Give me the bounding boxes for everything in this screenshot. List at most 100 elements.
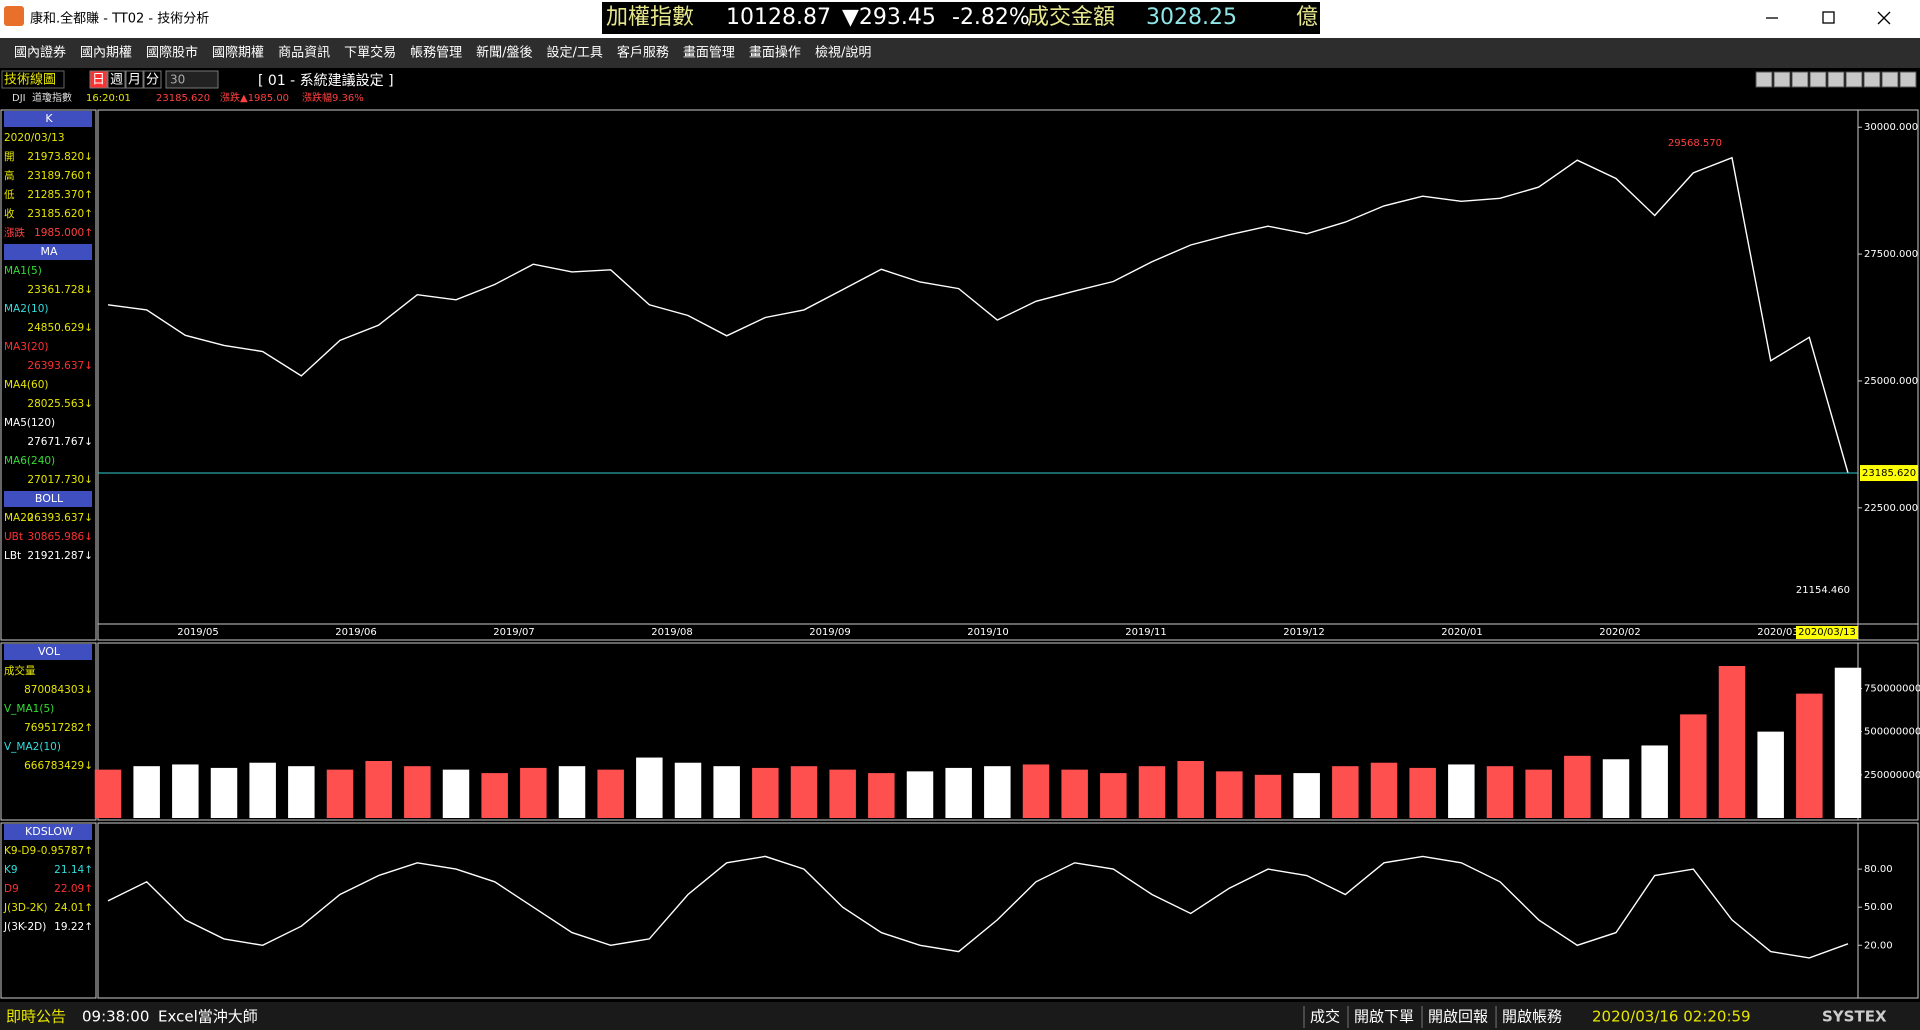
menu-item[interactable]: 國際期權 — [212, 46, 264, 61]
menu-item[interactable]: 商品資訊 — [278, 46, 330, 61]
status-button[interactable]: 開啟帳務 — [1502, 1008, 1562, 1026]
period-box[interactable] — [143, 70, 162, 89]
menu-item[interactable]: 國際股市 — [146, 45, 198, 61]
legend-label: MA5(120) — [4, 417, 55, 429]
legend-label: 低 — [4, 188, 15, 201]
ticker-unit: 億 — [1296, 5, 1318, 30]
quote-price: 23185.620 — [156, 93, 210, 104]
volume-bar — [1100, 773, 1127, 818]
period-box[interactable] — [125, 70, 144, 89]
setting[interactable]: [ 01 - 系統建議設定 ] — [258, 72, 394, 89]
status-notice[interactable]: 即時公告 — [6, 1008, 66, 1026]
y-tick-label: 80.00 — [1864, 864, 1893, 875]
menu-item[interactable]: 國內證券 — [14, 45, 66, 61]
close-button[interactable] — [1877, 11, 1891, 25]
x-tick-label: 2019/08 — [651, 627, 693, 638]
status-button[interactable]: 成交 — [1310, 1008, 1340, 1026]
legend-value: 26393.637↓ — [27, 512, 93, 524]
volume-bar — [868, 773, 895, 818]
chart-tools[interactable] — [1755, 71, 1917, 88]
menu-item[interactable]: 新聞/盤後 — [476, 45, 532, 61]
legend-label: J(3K-2D) — [3, 921, 46, 933]
period-box[interactable] — [89, 70, 108, 89]
period[interactable]: 分 — [146, 73, 159, 88]
left-panel — [0, 642, 97, 821]
high-label: 29568.570 — [1668, 138, 1722, 149]
volume-bar — [326, 769, 354, 818]
x-tick-label: 2019/10 — [967, 627, 1009, 638]
status-clock: 2020/03/16 02:20:59 — [1592, 1008, 1751, 1026]
count-box[interactable] — [165, 70, 219, 89]
menu-item[interactable]: 帳務管理 — [410, 46, 462, 61]
volume-bar — [636, 757, 663, 818]
volume-bar — [1525, 769, 1552, 818]
legend-label: MA1(5) — [4, 265, 42, 277]
y-tick-label: 750000000 — [1864, 683, 1920, 694]
toolbar — [0, 68, 1920, 110]
quote-change: 漲跌▲1985.00 — [220, 91, 289, 104]
legend-label: MA2(10) — [4, 303, 48, 315]
y-tick-label: 500000000 — [1864, 727, 1920, 738]
x-tick-label: 2020/02 — [1599, 627, 1641, 638]
section-header — [4, 644, 92, 660]
legend-label: V_MA2(10) — [4, 741, 61, 753]
volume-bar — [674, 762, 702, 818]
menu-bar — [0, 38, 1920, 68]
volume-bar — [597, 769, 624, 818]
period[interactable]: 日 — [92, 73, 105, 88]
ticker-value: 10128.87 — [726, 5, 831, 30]
status-button[interactable]: 開啟下單 — [1354, 1008, 1414, 1026]
quote-symbol: DJI — [12, 93, 26, 104]
volume-bar — [829, 769, 856, 818]
menu-item[interactable]: 客戶服務 — [617, 45, 669, 61]
plot-frame — [97, 822, 1919, 999]
status-button[interactable]: 開啟回報 — [1428, 1008, 1488, 1026]
maximize-button[interactable] — [1822, 11, 1835, 24]
legend-label: J(3D-2K) — [3, 902, 47, 914]
legend-label: MA20 — [4, 512, 34, 524]
volume-bar — [1254, 774, 1282, 818]
y-tick-label: 25000.000 — [1864, 376, 1918, 387]
menu-item[interactable]: 設定/工具 — [547, 45, 603, 61]
y-tick-label: 20.00 — [1864, 940, 1893, 951]
volume-bar — [94, 769, 122, 818]
y-tick-label: 22500.000 — [1864, 503, 1918, 514]
volume-bar — [984, 766, 1011, 818]
legend-value: 21.14↑ — [54, 864, 93, 876]
count[interactable]: 30 — [170, 73, 185, 87]
toolbar-title: 技術線圖 — [4, 72, 56, 88]
volume-bar — [442, 769, 470, 818]
menu-item[interactable]: 檢視/說明 — [815, 45, 871, 61]
period-box[interactable] — [107, 70, 126, 89]
menu-item[interactable]: 畫面管理 — [683, 46, 735, 61]
volume-bar — [249, 762, 276, 818]
volume-bar — [404, 766, 431, 818]
legend-value: 22.09↑ — [54, 883, 93, 895]
volume-bar — [1680, 714, 1707, 818]
k-line — [107, 855, 1849, 959]
legend-value: 26393.637↓ — [27, 360, 93, 372]
section-header — [4, 111, 92, 127]
y-tick-label: 30000.000 — [1864, 122, 1918, 133]
volume-bar — [133, 766, 160, 818]
menu-item[interactable]: 國內期權 — [80, 46, 132, 61]
period[interactable]: 週 — [110, 73, 123, 88]
last-date-box — [1796, 626, 1858, 639]
volume-bar — [1293, 773, 1320, 818]
legend-label: MA4(60) — [4, 379, 48, 391]
legend-label: D9 — [4, 883, 19, 895]
legend-value: -0.95787↑ — [37, 845, 93, 857]
legend-value: 23361.728↓ — [27, 284, 93, 296]
period[interactable]: 月 — [128, 73, 141, 88]
legend-value: 23189.760↑ — [27, 170, 93, 182]
window-title: 康和.全都賺 - TT02 - 技術分析 — [30, 11, 209, 27]
legend-value: 870084303↓ — [24, 684, 93, 696]
legend-label: 漲跌 — [4, 226, 25, 239]
x-tick-label: 2020/01 — [1441, 627, 1483, 638]
toolbar-title-box — [1, 70, 65, 89]
menu-item[interactable]: 下單交易 — [344, 45, 396, 61]
window-controls[interactable] — [1766, 11, 1891, 25]
status-app[interactable]: Excel當沖大師 — [158, 1008, 258, 1026]
volume-bar — [520, 767, 547, 818]
menu-item[interactable]: 畫面操作 — [749, 45, 801, 61]
